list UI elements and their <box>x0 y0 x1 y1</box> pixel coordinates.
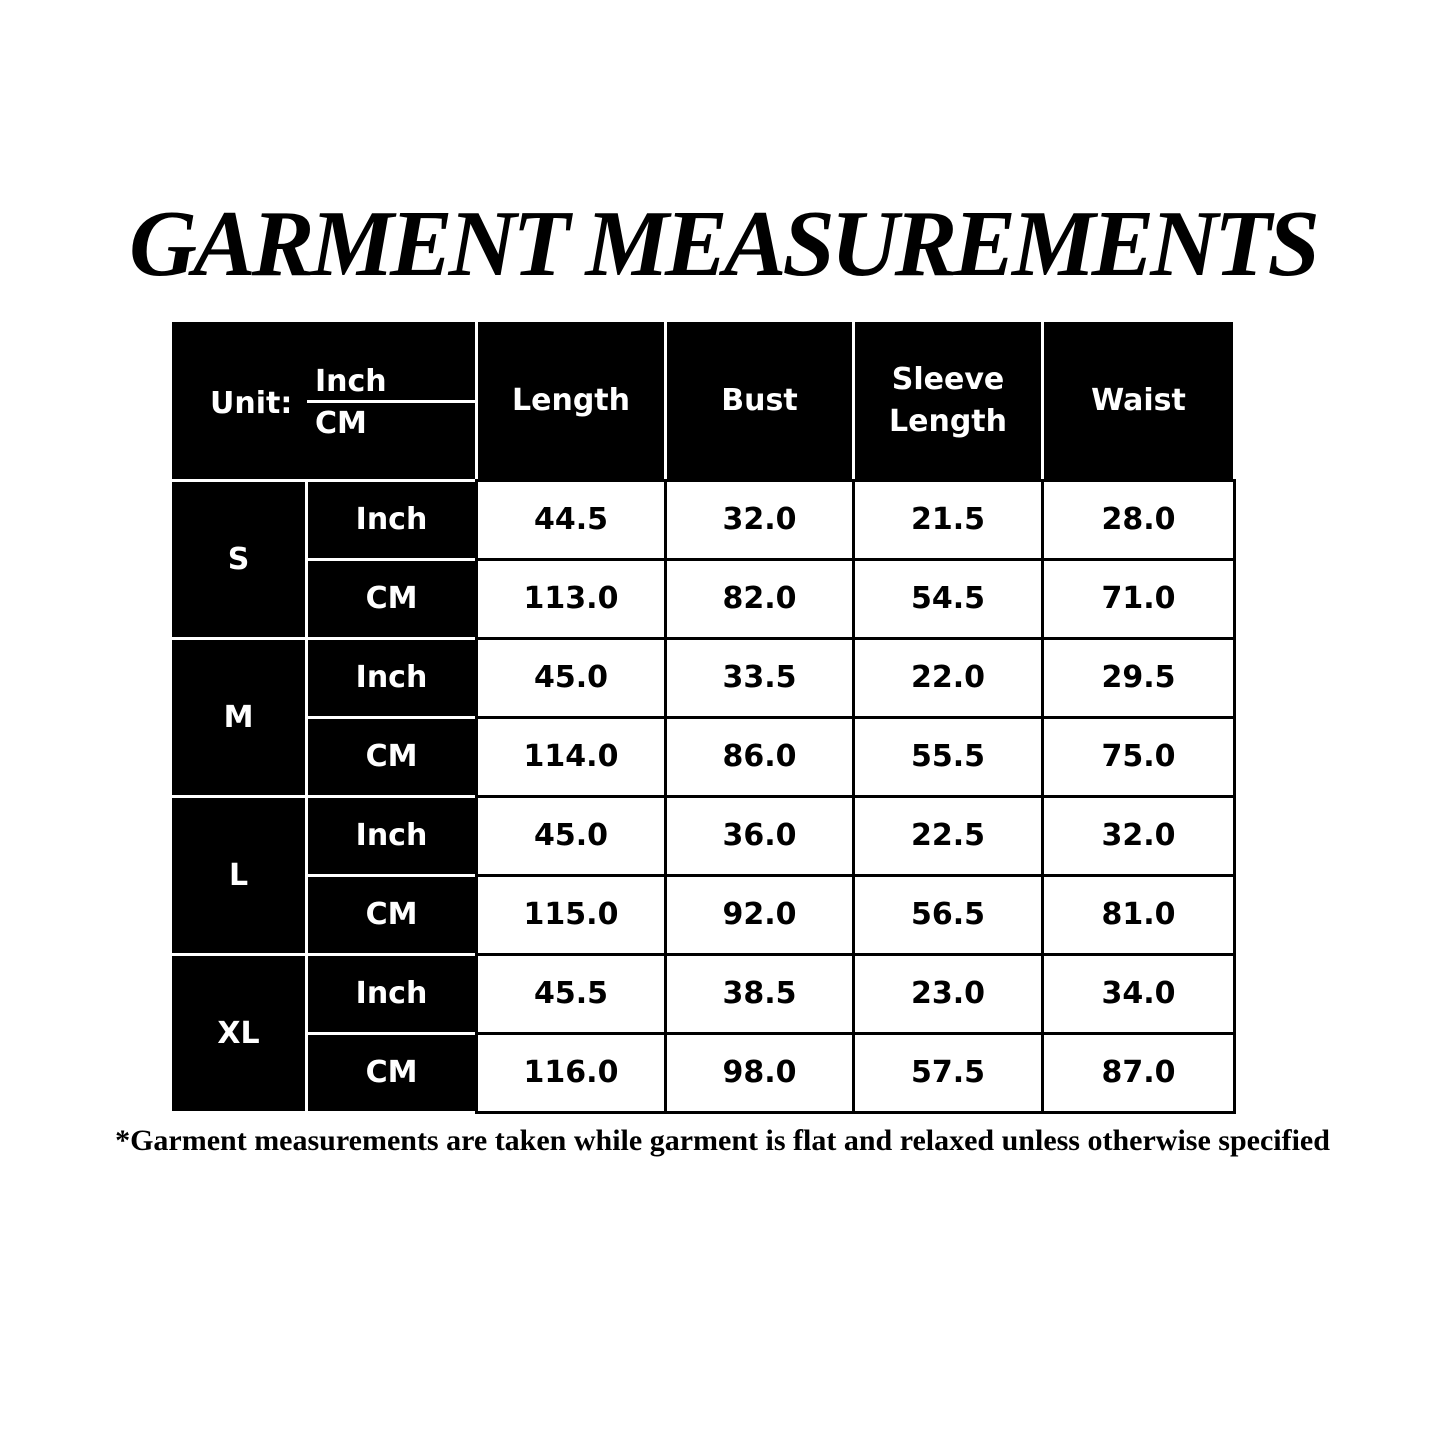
value-cell: 54.5 <box>852 558 1044 640</box>
unit-label: Inch <box>308 956 475 1032</box>
value-cell: 23.0 <box>852 953 1044 1035</box>
unit-label: CM <box>308 1035 475 1111</box>
size-label: S <box>172 482 305 637</box>
value-cell: 45.0 <box>475 637 667 719</box>
value-cell: 114.0 <box>475 716 667 798</box>
value-cell: 45.5 <box>475 953 667 1035</box>
unit-label: CM <box>308 877 475 953</box>
title: GARMENT MEASUREMENTS <box>129 192 1320 296</box>
value-cell: 98.0 <box>664 1032 855 1114</box>
value-cell: 32.0 <box>664 479 855 561</box>
unit-label: Inch <box>308 798 475 874</box>
unit-top: Inch <box>315 364 387 399</box>
column-header: Length <box>478 322 664 479</box>
unit-label: CM <box>308 561 475 637</box>
column-header: Waist <box>1044 322 1233 479</box>
value-cell: 115.0 <box>475 874 667 956</box>
value-cell: 57.5 <box>852 1032 1044 1114</box>
unit-label: Inch <box>308 482 475 558</box>
value-cell: 21.5 <box>852 479 1044 561</box>
value-cell: 28.0 <box>1041 479 1236 561</box>
size-label: M <box>172 640 305 795</box>
value-cell: 71.0 <box>1041 558 1236 640</box>
value-cell: 22.5 <box>852 795 1044 877</box>
column-header: Bust <box>667 322 852 479</box>
size-label: XL <box>172 956 305 1111</box>
value-cell: 36.0 <box>664 795 855 877</box>
value-cell: 44.5 <box>475 479 667 561</box>
unit-label: Inch <box>308 640 475 716</box>
footnote: *Garment measurements are taken while ga… <box>115 1124 1330 1157</box>
value-cell: 56.5 <box>852 874 1044 956</box>
value-cell: 75.0 <box>1041 716 1236 798</box>
value-cell: 87.0 <box>1041 1032 1236 1114</box>
value-cell: 81.0 <box>1041 874 1236 956</box>
value-cell: 113.0 <box>475 558 667 640</box>
unit-bottom: CM <box>315 406 367 441</box>
column-header: Sleeve Length <box>855 322 1041 479</box>
value-cell: 32.0 <box>1041 795 1236 877</box>
value-cell: 55.5 <box>852 716 1044 798</box>
size-label: L <box>172 798 305 953</box>
value-cell: 86.0 <box>664 716 855 798</box>
value-cell: 38.5 <box>664 953 855 1035</box>
value-cell: 34.0 <box>1041 953 1236 1035</box>
value-cell: 82.0 <box>664 558 855 640</box>
value-cell: 116.0 <box>475 1032 667 1114</box>
unit-label: CM <box>308 719 475 795</box>
value-cell: 29.5 <box>1041 637 1236 719</box>
unit-label: Unit: <box>210 386 293 421</box>
value-cell: 92.0 <box>664 874 855 956</box>
value-cell: 45.0 <box>475 795 667 877</box>
value-cell: 22.0 <box>852 637 1044 719</box>
value-cell: 33.5 <box>664 637 855 719</box>
unit-divider <box>307 400 475 403</box>
